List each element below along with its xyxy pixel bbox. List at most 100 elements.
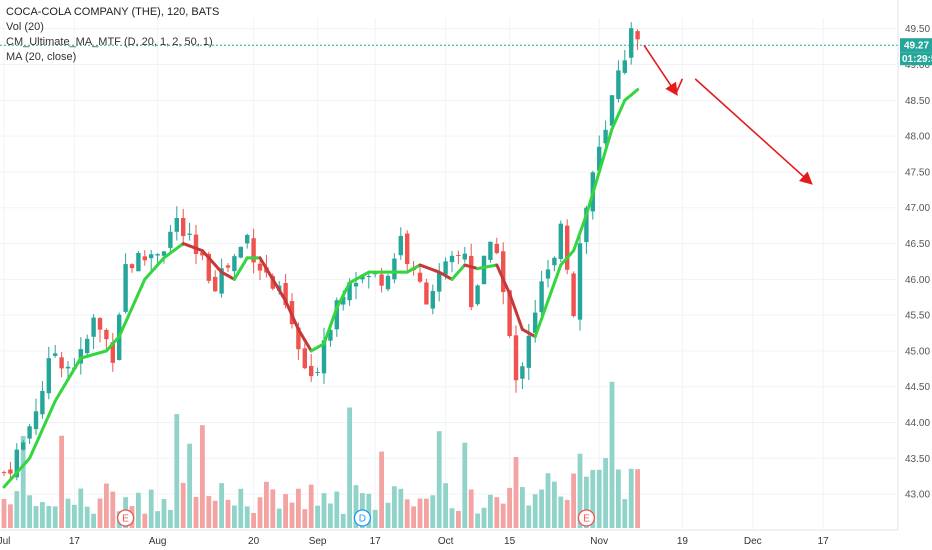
volume-bar bbox=[558, 496, 564, 528]
volume-bar bbox=[366, 493, 372, 528]
candle-body bbox=[347, 282, 352, 301]
volume-bar bbox=[564, 499, 570, 528]
candle-body bbox=[609, 95, 615, 126]
volume-bar bbox=[142, 513, 148, 528]
volume-bar bbox=[308, 484, 314, 528]
candle-body bbox=[577, 243, 583, 320]
candle-body bbox=[193, 234, 199, 255]
price-tick-label: 43.00 bbox=[905, 490, 930, 501]
time-tick-label: 19 bbox=[677, 536, 689, 547]
volume-bar bbox=[161, 499, 167, 528]
candle-body bbox=[405, 233, 410, 265]
ma-segment bbox=[604, 138, 611, 152]
volume-bar bbox=[411, 506, 416, 528]
time-axis[interactable]: Jul 17 Aug 20 Sep 17 Oct 15 Nov 19 Dec 17 bbox=[0, 529, 898, 547]
ma-segment bbox=[540, 308, 547, 321]
volume-bar bbox=[635, 469, 640, 528]
volume-bar bbox=[46, 505, 52, 528]
projection-arrow bbox=[643, 44, 678, 96]
volume-bar bbox=[532, 494, 538, 528]
ma-segment bbox=[536, 317, 544, 330]
cm-ma-indicator-label[interactable]: CM_Ultimate_MA_MTF (D, 20, 1, 2, 50, 1) bbox=[6, 36, 213, 48]
last-price-tag: 49.27 01:29:5 bbox=[900, 38, 932, 66]
candle-body bbox=[296, 327, 301, 350]
volume-bar bbox=[545, 473, 551, 528]
volume-bar bbox=[180, 482, 186, 528]
ma-indicator-label[interactable]: MA (20, close) bbox=[6, 51, 77, 63]
candle-body bbox=[1, 472, 7, 474]
candle-body bbox=[539, 281, 544, 313]
candle-body bbox=[14, 449, 19, 478]
candle-body bbox=[328, 329, 333, 341]
time-tick-label: 17 bbox=[370, 536, 382, 547]
ma-segment bbox=[533, 326, 540, 339]
moving-average-line bbox=[2, 88, 640, 489]
volume-bar bbox=[321, 493, 327, 528]
candle-body bbox=[161, 251, 167, 256]
candle-body bbox=[40, 390, 45, 415]
ma-segment bbox=[546, 290, 553, 303]
candle-body bbox=[85, 338, 90, 354]
volume-bar bbox=[65, 498, 71, 528]
volume-bar bbox=[97, 498, 103, 528]
volume-bar bbox=[603, 458, 608, 528]
volume-bar bbox=[200, 425, 205, 528]
ma-segment bbox=[549, 281, 556, 294]
candle-body bbox=[545, 269, 551, 279]
candle-body bbox=[469, 255, 474, 308]
volume-bar bbox=[155, 511, 160, 528]
candle-body bbox=[91, 317, 96, 337]
volume-bar bbox=[276, 508, 282, 528]
volume-bar bbox=[417, 498, 423, 528]
candle-body bbox=[616, 70, 621, 99]
candle-body bbox=[149, 254, 154, 259]
volume-bar bbox=[78, 488, 84, 528]
volume-bar bbox=[206, 496, 212, 528]
candle-body bbox=[33, 411, 39, 430]
ma-segment bbox=[591, 181, 598, 195]
volume-indicator-label[interactable]: Vol (20) bbox=[6, 21, 44, 33]
volume-bar bbox=[475, 513, 480, 528]
volume-bar bbox=[225, 499, 231, 528]
projection-arrow bbox=[675, 78, 684, 94]
candle-body bbox=[123, 264, 128, 312]
volume-bar bbox=[481, 507, 487, 528]
price-axis[interactable]: 43.00 43.50 44.00 44.50 45.00 45.50 46.00 46.50… bbox=[897, 0, 930, 530]
candle-body bbox=[513, 335, 519, 381]
candle-body bbox=[622, 60, 627, 73]
chart-legend: COCA-COLA COMPANY (THE), 120, BATS Vol (… bbox=[6, 5, 219, 65]
candle-body bbox=[155, 254, 160, 256]
symbol-title[interactable]: COCA-COLA COMPANY (THE), 120, BATS bbox=[6, 6, 220, 18]
candle-body bbox=[309, 365, 314, 377]
candle-body bbox=[65, 366, 71, 369]
volume-bar bbox=[136, 492, 141, 528]
volume-bar bbox=[334, 491, 340, 528]
candle-body bbox=[456, 255, 461, 257]
candle-body bbox=[142, 256, 147, 261]
volume-bar bbox=[212, 500, 218, 528]
volume-bar bbox=[398, 488, 404, 528]
candle-body bbox=[21, 442, 26, 450]
candle-body bbox=[46, 358, 51, 394]
candle-body bbox=[558, 223, 563, 259]
volume-bar bbox=[539, 489, 544, 528]
candle-body bbox=[232, 256, 237, 272]
volume-bar bbox=[244, 506, 250, 528]
volume-bar bbox=[52, 506, 58, 528]
ma-segment bbox=[581, 213, 588, 226]
candle-body bbox=[219, 268, 224, 294]
event-badge bbox=[353, 509, 372, 527]
volume-bar bbox=[347, 407, 352, 528]
volume-bar bbox=[257, 497, 263, 528]
price-tick-label: 45.00 bbox=[905, 346, 930, 357]
event-badge-label: E bbox=[583, 514, 590, 525]
candle-body bbox=[302, 348, 307, 369]
volume-bar bbox=[424, 498, 429, 528]
volume-bar bbox=[20, 436, 26, 528]
last-price-box bbox=[900, 38, 932, 53]
price-tick-label: 49.50 bbox=[905, 24, 930, 35]
volume-bar bbox=[571, 473, 576, 528]
price-tick-label: 44.50 bbox=[905, 382, 930, 393]
